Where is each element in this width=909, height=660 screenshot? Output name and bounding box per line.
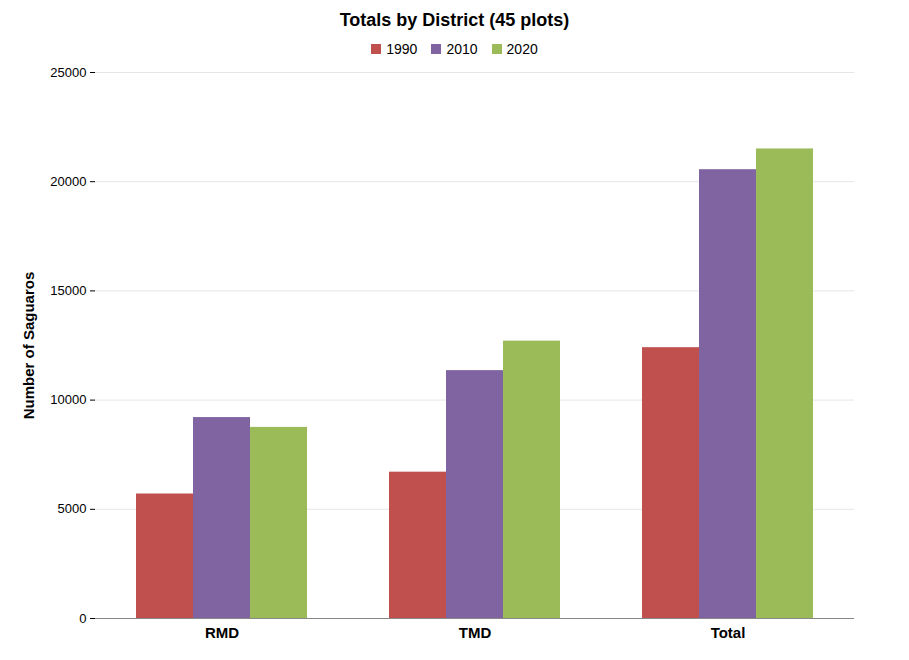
svg-text:15000: 15000 — [50, 283, 86, 298]
svg-text:5000: 5000 — [58, 501, 87, 516]
svg-text:25000: 25000 — [50, 65, 86, 80]
svg-text:10000: 10000 — [50, 392, 86, 407]
svg-text:Number of Saguaros: Number of Saguaros — [20, 272, 37, 420]
svg-text:20000: 20000 — [50, 174, 86, 189]
svg-text:0: 0 — [79, 611, 86, 626]
html-text:1990: 1990 — [386, 41, 418, 57]
svg-text:Total: Total — [711, 624, 746, 641]
html-text:Totals by District (45 plots): Totals by District (45 plots) — [339, 10, 570, 30]
html-text:2010: 2010 — [446, 41, 478, 57]
svg-text:RMD: RMD — [205, 624, 239, 641]
html-text:2020: 2020 — [506, 41, 538, 57]
svg-text:TMD: TMD — [459, 624, 492, 641]
